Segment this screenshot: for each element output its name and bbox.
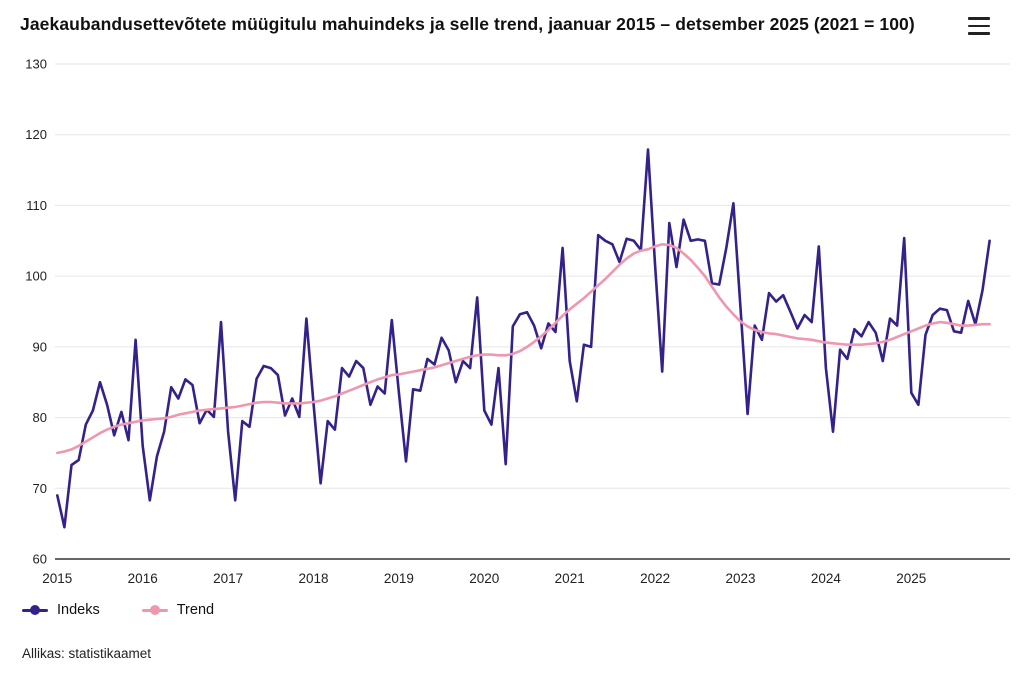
indeks-series-line[interactable] [55,148,991,529]
x-axis-tick-label: 2015 [42,571,72,586]
trend-series-marker-icon [141,604,168,616]
x-axis-tick-label: 2024 [811,571,842,586]
y-axis-tick-label: 110 [26,198,47,213]
y-axis-tick-label: 100 [25,269,47,284]
chart-title: Jaekaubandusettevõtete müügitulu mahuind… [20,14,915,34]
x-axis-tick-label: 2018 [298,571,328,586]
hamburger-bar [968,17,990,20]
x-axis-tick-label: 2025 [896,571,926,586]
legend-item-indeks[interactable]: Indeks [22,602,100,618]
x-axis-tick-label: 2019 [384,571,414,586]
legend-label: Indeks [57,602,100,618]
hamburger-bar [968,32,990,35]
x-axis-tick-label: 2016 [128,571,158,586]
y-axis-tick-label: 120 [25,127,47,142]
y-axis-tick-label: 60 [33,552,47,567]
y-axis-tick-label: 90 [33,339,47,354]
x-axis-tick-label: 2022 [640,571,670,586]
source-note: Allikas: statistikaamet [22,646,152,661]
chart-legend: Indeks Trend [22,602,214,618]
x-axis-tick-label: 2020 [469,571,499,586]
y-axis-tick-label: 130 [25,57,47,72]
x-axis-tick-label: 2023 [725,571,755,586]
hamburger-menu-icon[interactable] [968,17,990,35]
x-axis-tick-label: 2021 [555,571,585,586]
indeks-series-marker-icon [22,604,48,616]
legend-label: Trend [176,602,215,618]
x-axis-tick-label: 2017 [213,571,243,586]
line-chart-plot-area: 60 70 80 90 100 110 120 130 2015 2016 2017 2018 2019… [25,57,1010,586]
y-axis-tick-label: 70 [33,481,47,496]
hamburger-bar [968,24,990,28]
trend-series-line[interactable] [55,243,991,455]
y-axis-tick-label: 80 [33,410,47,425]
legend-item-trend[interactable]: Trend [141,602,215,618]
